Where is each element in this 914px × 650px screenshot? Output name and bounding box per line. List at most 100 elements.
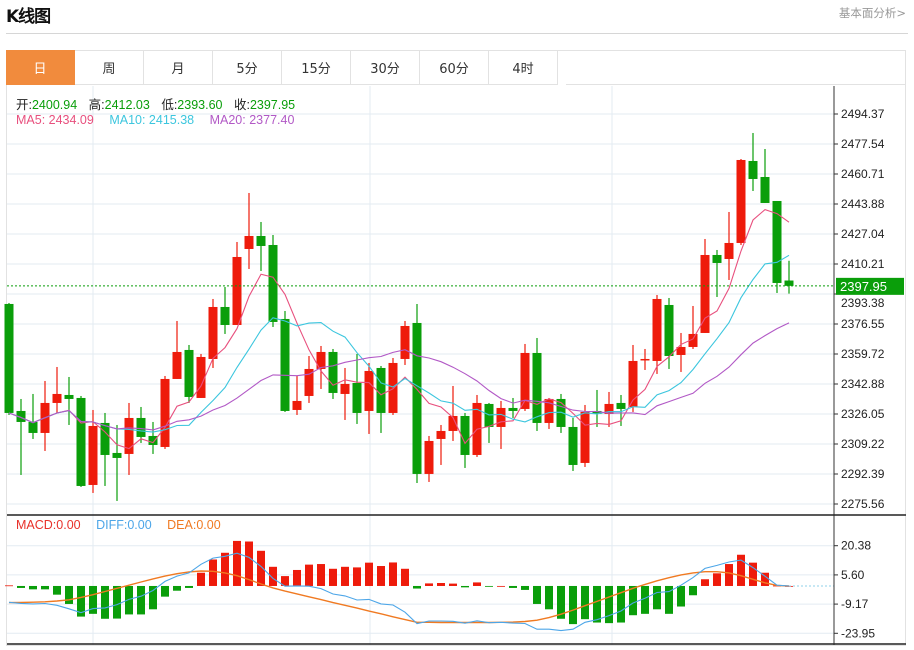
candle (340, 367, 350, 420)
candle (676, 332, 686, 372)
price-tick-label: 2393.38 (841, 296, 885, 310)
candle (196, 353, 206, 398)
candle-body (148, 435, 158, 445)
ma10-line (8, 254, 790, 433)
candle (280, 310, 290, 412)
candle-body (436, 430, 446, 439)
candle (436, 424, 446, 465)
macd-bar (305, 564, 313, 586)
fundamental-analysis-link[interactable]: 基本面分析> (838, 6, 906, 20)
candle-body (124, 417, 134, 454)
tab-day[interactable]: 日 (6, 50, 75, 85)
price-tick-label: 2326.05 (841, 407, 885, 421)
macd-bar (449, 583, 457, 586)
ohlc-legend: 开:2400.94 高:2412.03 低:2393.60 收:2397.95 (16, 94, 303, 113)
candle (64, 376, 74, 425)
candle (604, 391, 614, 427)
candle (556, 393, 566, 433)
close-value: 2397.95 (249, 98, 296, 112)
macd-bar (521, 585, 529, 590)
macd-bar (257, 550, 265, 586)
ma5-legend: MA5: 2434.09 (16, 113, 94, 127)
price-tick-label: 2460.71 (841, 167, 885, 181)
candle (292, 375, 302, 415)
macd-bar (617, 585, 625, 623)
candle (376, 365, 386, 433)
price-tick-label: 2410.21 (841, 257, 885, 271)
macd-bar (125, 585, 133, 615)
tab-month[interactable]: 月 (144, 50, 213, 85)
ma20-line (8, 322, 790, 431)
macd-tick-label: -23.95 (841, 626, 875, 640)
price-tick-label: 2275.56 (841, 497, 885, 511)
macd-bar (689, 585, 697, 596)
macd-bar (701, 579, 709, 586)
tab-5min[interactable]: 5分 (213, 50, 282, 85)
macd-bar (413, 585, 421, 589)
macd-bar (281, 576, 289, 586)
candle-body (640, 358, 650, 361)
tabs-border (566, 84, 906, 85)
candle (688, 305, 698, 349)
candle (244, 192, 254, 269)
candle-body (544, 398, 554, 423)
candle (304, 355, 314, 403)
macd-tick-label: 5.60 (841, 568, 865, 582)
close-label: 收: (233, 98, 250, 112)
tab-4hour[interactable]: 4时 (489, 50, 558, 85)
price-tick-label: 2494.37 (841, 107, 885, 121)
candle-body (688, 333, 698, 347)
tab-30min[interactable]: 30分 (351, 50, 420, 85)
high-label: 高: (88, 98, 105, 112)
candle (364, 362, 374, 434)
dea-line (8, 570, 790, 624)
candle (568, 417, 578, 471)
candle-body (424, 440, 434, 474)
macd-bar (341, 566, 349, 586)
macd-bar (557, 585, 565, 619)
candle-body (400, 325, 410, 359)
macd-bar (545, 585, 553, 610)
macd-bar (485, 585, 493, 587)
diff-legend-value: DIFF:0.00 (96, 518, 152, 532)
macd-bar (725, 564, 733, 586)
price-tick-label: 2292.39 (841, 467, 885, 481)
tab-week[interactable]: 周 (75, 50, 144, 85)
macd-bar (665, 585, 673, 614)
candle (76, 395, 86, 487)
price-tick-label: 2359.72 (841, 347, 885, 361)
candle (88, 409, 98, 493)
candle-body (412, 322, 422, 474)
macd-bar (137, 585, 145, 615)
ma20-legend: MA20: 2377.40 (209, 113, 295, 127)
tab-15min[interactable]: 15分 (282, 50, 351, 85)
price-tick-label: 2427.04 (841, 227, 885, 241)
macd-bar (209, 559, 217, 586)
candle (328, 348, 338, 399)
candle-body (496, 407, 506, 427)
candle (208, 298, 218, 368)
open-label: 开: (16, 98, 32, 112)
candle-body (172, 351, 182, 379)
candle (112, 424, 122, 501)
page-title: K线图 (6, 7, 51, 27)
candle (4, 302, 14, 415)
macd-bar (641, 585, 649, 614)
candle-body (64, 394, 74, 399)
macd-legend-value: MACD:0.00 (16, 518, 81, 532)
macd-bar (17, 585, 25, 588)
price-tick-label: 2342.88 (841, 377, 885, 391)
candle-body (712, 254, 722, 263)
candle-body (364, 370, 374, 411)
candle (724, 211, 734, 280)
macd-bar (77, 585, 85, 617)
candle (508, 397, 518, 418)
candle-body (52, 393, 62, 403)
macd-bar (629, 585, 637, 616)
candle-body (448, 415, 458, 431)
candle-body (28, 421, 38, 433)
macd-bar (377, 566, 385, 586)
tab-60min[interactable]: 60分 (420, 50, 489, 85)
candle (184, 344, 194, 403)
